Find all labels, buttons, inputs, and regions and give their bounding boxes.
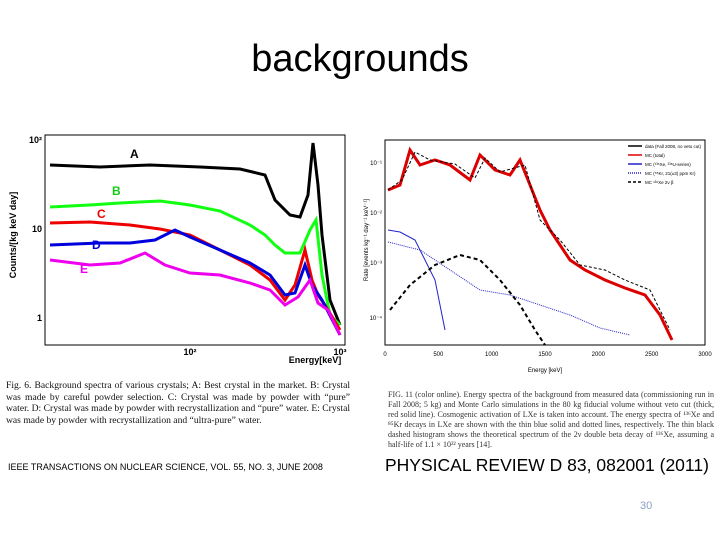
curve [387, 146, 674, 341]
y-axis-label: Counts/[kg keV day] [8, 192, 18, 279]
x-tick-label: 10² [183, 347, 196, 357]
x-tick-label: 2000 [592, 352, 606, 358]
x-tick-label: 10³ [333, 347, 346, 357]
legend-label: MC (¹³⁶Xe, ²³⁸U-series) [645, 162, 691, 167]
legend: data (Fall 2008, no veto cut) MC (total) M… [628, 144, 702, 185]
curve-label: D [92, 238, 101, 252]
x-axis-label: Energy [keV] [528, 368, 563, 374]
curve [49, 251, 342, 336]
curve-label: A [130, 147, 139, 161]
curve [387, 241, 631, 336]
x-tick-label: 1000 [485, 352, 499, 358]
legend-label: MC (⁸⁵Kr, 21(±3) ppm Kr) [645, 171, 696, 176]
y-tick-label: 10⁻⁴ [370, 315, 383, 322]
legend-label: data (Fall 2008, no veto cut) [645, 144, 702, 149]
curve-label: E [80, 262, 88, 276]
curve-label: C [97, 207, 106, 221]
x-tick-label: 500 [433, 352, 444, 358]
y-tick-label: 1 [37, 313, 42, 323]
x-tick-label: 3000 [698, 352, 712, 358]
x-ticks: 0 500 1000 1500 2000 2500 3000 [383, 352, 712, 358]
curve [389, 253, 546, 346]
y-tick-label: 10 [32, 224, 42, 234]
curve [49, 142, 342, 326]
y-tick-label: 10⁻² [370, 211, 382, 217]
curve-label: B [112, 184, 121, 198]
y-tick-label: 10⁻³ [370, 261, 382, 267]
y-tick-label: 10² [29, 135, 42, 145]
curve [49, 199, 342, 327]
curve [387, 151, 671, 331]
legend-label: MC (total) [645, 153, 665, 158]
right-caption: FIG. 11 (color online). Energy spectra o… [388, 390, 714, 449]
right-citation: PHYSICAL REVIEW D 83, 082001 (2011) [385, 455, 709, 475]
page-number: 30 [640, 500, 653, 512]
left-citation: IEEE TRANSACTIONS ON NUCLEAR SCIENCE, VO… [8, 462, 323, 472]
x-tick-label: 2500 [645, 352, 659, 358]
y-tick-label: 10⁻¹ [370, 161, 382, 167]
right-figure: Rate [events kg⁻¹ day⁻¹ keV⁻¹] Energy [k… [364, 139, 712, 374]
x-axis-label: Energy[keV] [289, 355, 342, 365]
x-tick-label: 1500 [538, 352, 552, 358]
y-axis-label: Rate [events kg⁻¹ day⁻¹ keV⁻¹] [364, 199, 370, 282]
legend-label: MC ¹³⁶Xe 2ν β [645, 180, 674, 185]
left-caption: Fig. 6. Background spectra of various cr… [6, 380, 350, 426]
slide-title: backgrounds [251, 38, 469, 80]
left-figure: Counts/[kg keV day] Energy[keV] 10² 10 1… [8, 134, 347, 365]
x-tick-label: 0 [383, 352, 387, 358]
